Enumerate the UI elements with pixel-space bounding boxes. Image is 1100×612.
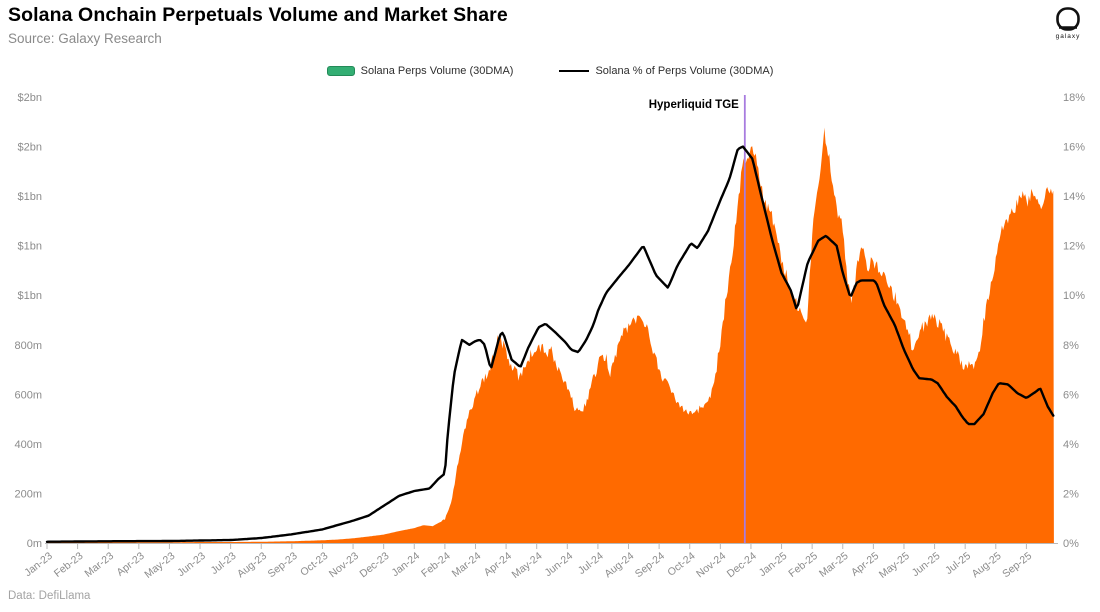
- market-share-line-series: [45, 145, 1055, 543]
- right-axis-tick-label: 8%: [1063, 340, 1079, 352]
- legend: Solana Perps Volume (30DMA) Solana % of …: [0, 65, 1100, 77]
- right-axis-tick-label: 6%: [1063, 389, 1079, 401]
- left-axis-tick-label: 800m: [14, 340, 42, 352]
- left-axis-tick-label: $1bn: [18, 191, 42, 203]
- volume-area-swatch-icon: [326, 66, 355, 76]
- galaxy-logo-text: galaxy: [1055, 33, 1081, 40]
- left-axis-tick-label: 400m: [14, 439, 42, 451]
- x-tick-label: May-25: [877, 550, 912, 581]
- x-tick-label: Jan-25: [757, 550, 790, 579]
- x-tick-label: Mar-24: [450, 550, 484, 580]
- left-axis-tick-label: $1bn: [18, 290, 42, 302]
- galaxy-logo: galaxy: [1048, 6, 1088, 40]
- x-tick-label: Jun-23: [175, 550, 208, 579]
- x-tick-label: Mar-25: [817, 550, 851, 580]
- x-tick-label: Sep-24: [633, 550, 667, 580]
- x-tick-label: Sep-23: [266, 550, 300, 580]
- x-tick-label: Apr-25: [849, 550, 881, 579]
- right-axis-tick-label: 2%: [1063, 488, 1079, 500]
- volume-area-series: [47, 127, 1054, 543]
- x-tick-label: Aug-23: [235, 550, 269, 580]
- legend-volume-label: Solana Perps Volume (30DMA): [360, 65, 514, 77]
- x-tick-label: Jul-23: [209, 550, 239, 577]
- x-tick-label: Jan-23: [22, 550, 55, 579]
- x-tick-label: Oct-24: [665, 550, 697, 579]
- x-tick-label: Apr-23: [114, 550, 146, 579]
- x-tick-label: Apr-24: [482, 550, 514, 579]
- left-axis-tick-label: $2bn: [18, 92, 42, 104]
- source-label: Source: Galaxy Research: [8, 31, 162, 46]
- right-axis-tick-label: 10%: [1063, 290, 1085, 302]
- x-tick-label: Dec-24: [725, 550, 759, 580]
- right-axis-tick-label: 14%: [1063, 191, 1085, 203]
- x-tick-label: Jul-25: [943, 550, 973, 577]
- left-axis-tick-label: 600m: [14, 389, 42, 401]
- x-tick-label: Nov-23: [327, 550, 361, 580]
- left-axis-tick-label: 0m: [27, 538, 42, 550]
- x-tick-label: Feb-24: [419, 550, 453, 580]
- x-tick-label: Oct-23: [298, 550, 330, 579]
- share-line-swatch-icon: [559, 70, 590, 72]
- legend-item-share: Solana % of Perps Volume (30DMA): [559, 65, 773, 77]
- right-axis-tick-label: 0%: [1063, 538, 1079, 550]
- x-tick-label: Jun-24: [542, 550, 575, 579]
- left-axis-tick-label: $1bn: [18, 241, 42, 253]
- left-axis-tick-label: 200m: [14, 488, 42, 500]
- legend-item-volume: Solana Perps Volume (30DMA): [326, 65, 514, 77]
- x-tick-label: Sep-25: [1000, 550, 1034, 580]
- x-tick-label: Aug-24: [602, 550, 636, 580]
- page-title: Solana Onchain Perpetuals Volume and Mar…: [8, 4, 508, 26]
- x-tick-label: Feb-25: [786, 550, 820, 580]
- x-tick-label: May-23: [142, 550, 177, 581]
- x-tick-label: Jun-25: [910, 550, 943, 579]
- right-axis-tick-label: 12%: [1063, 241, 1085, 253]
- right-axis-tick-label: 4%: [1063, 439, 1079, 451]
- right-axis-tick-label: 18%: [1063, 92, 1085, 104]
- data-credit: Data: DefiLlama: [8, 590, 91, 602]
- x-tick-label: Dec-23: [357, 550, 391, 580]
- x-tick-label: Mar-23: [82, 550, 116, 580]
- left-axis-tick-label: $2bn: [18, 142, 42, 154]
- legend-share-label: Solana % of Perps Volume (30DMA): [595, 65, 774, 77]
- x-tick-label: Jul-24: [576, 550, 606, 577]
- hyperliquid-tge-label: Hyperliquid TGE: [649, 99, 739, 111]
- x-tick-label: Jan-24: [389, 550, 422, 579]
- x-tick-label: May-24: [510, 550, 545, 581]
- x-tick-label: Feb-23: [52, 550, 86, 580]
- right-axis-tick-label: 16%: [1063, 142, 1085, 154]
- x-tick-label: Aug-25: [970, 550, 1004, 580]
- x-tick-label: Nov-24: [694, 550, 728, 580]
- galaxy-logo-icon: [1056, 7, 1080, 31]
